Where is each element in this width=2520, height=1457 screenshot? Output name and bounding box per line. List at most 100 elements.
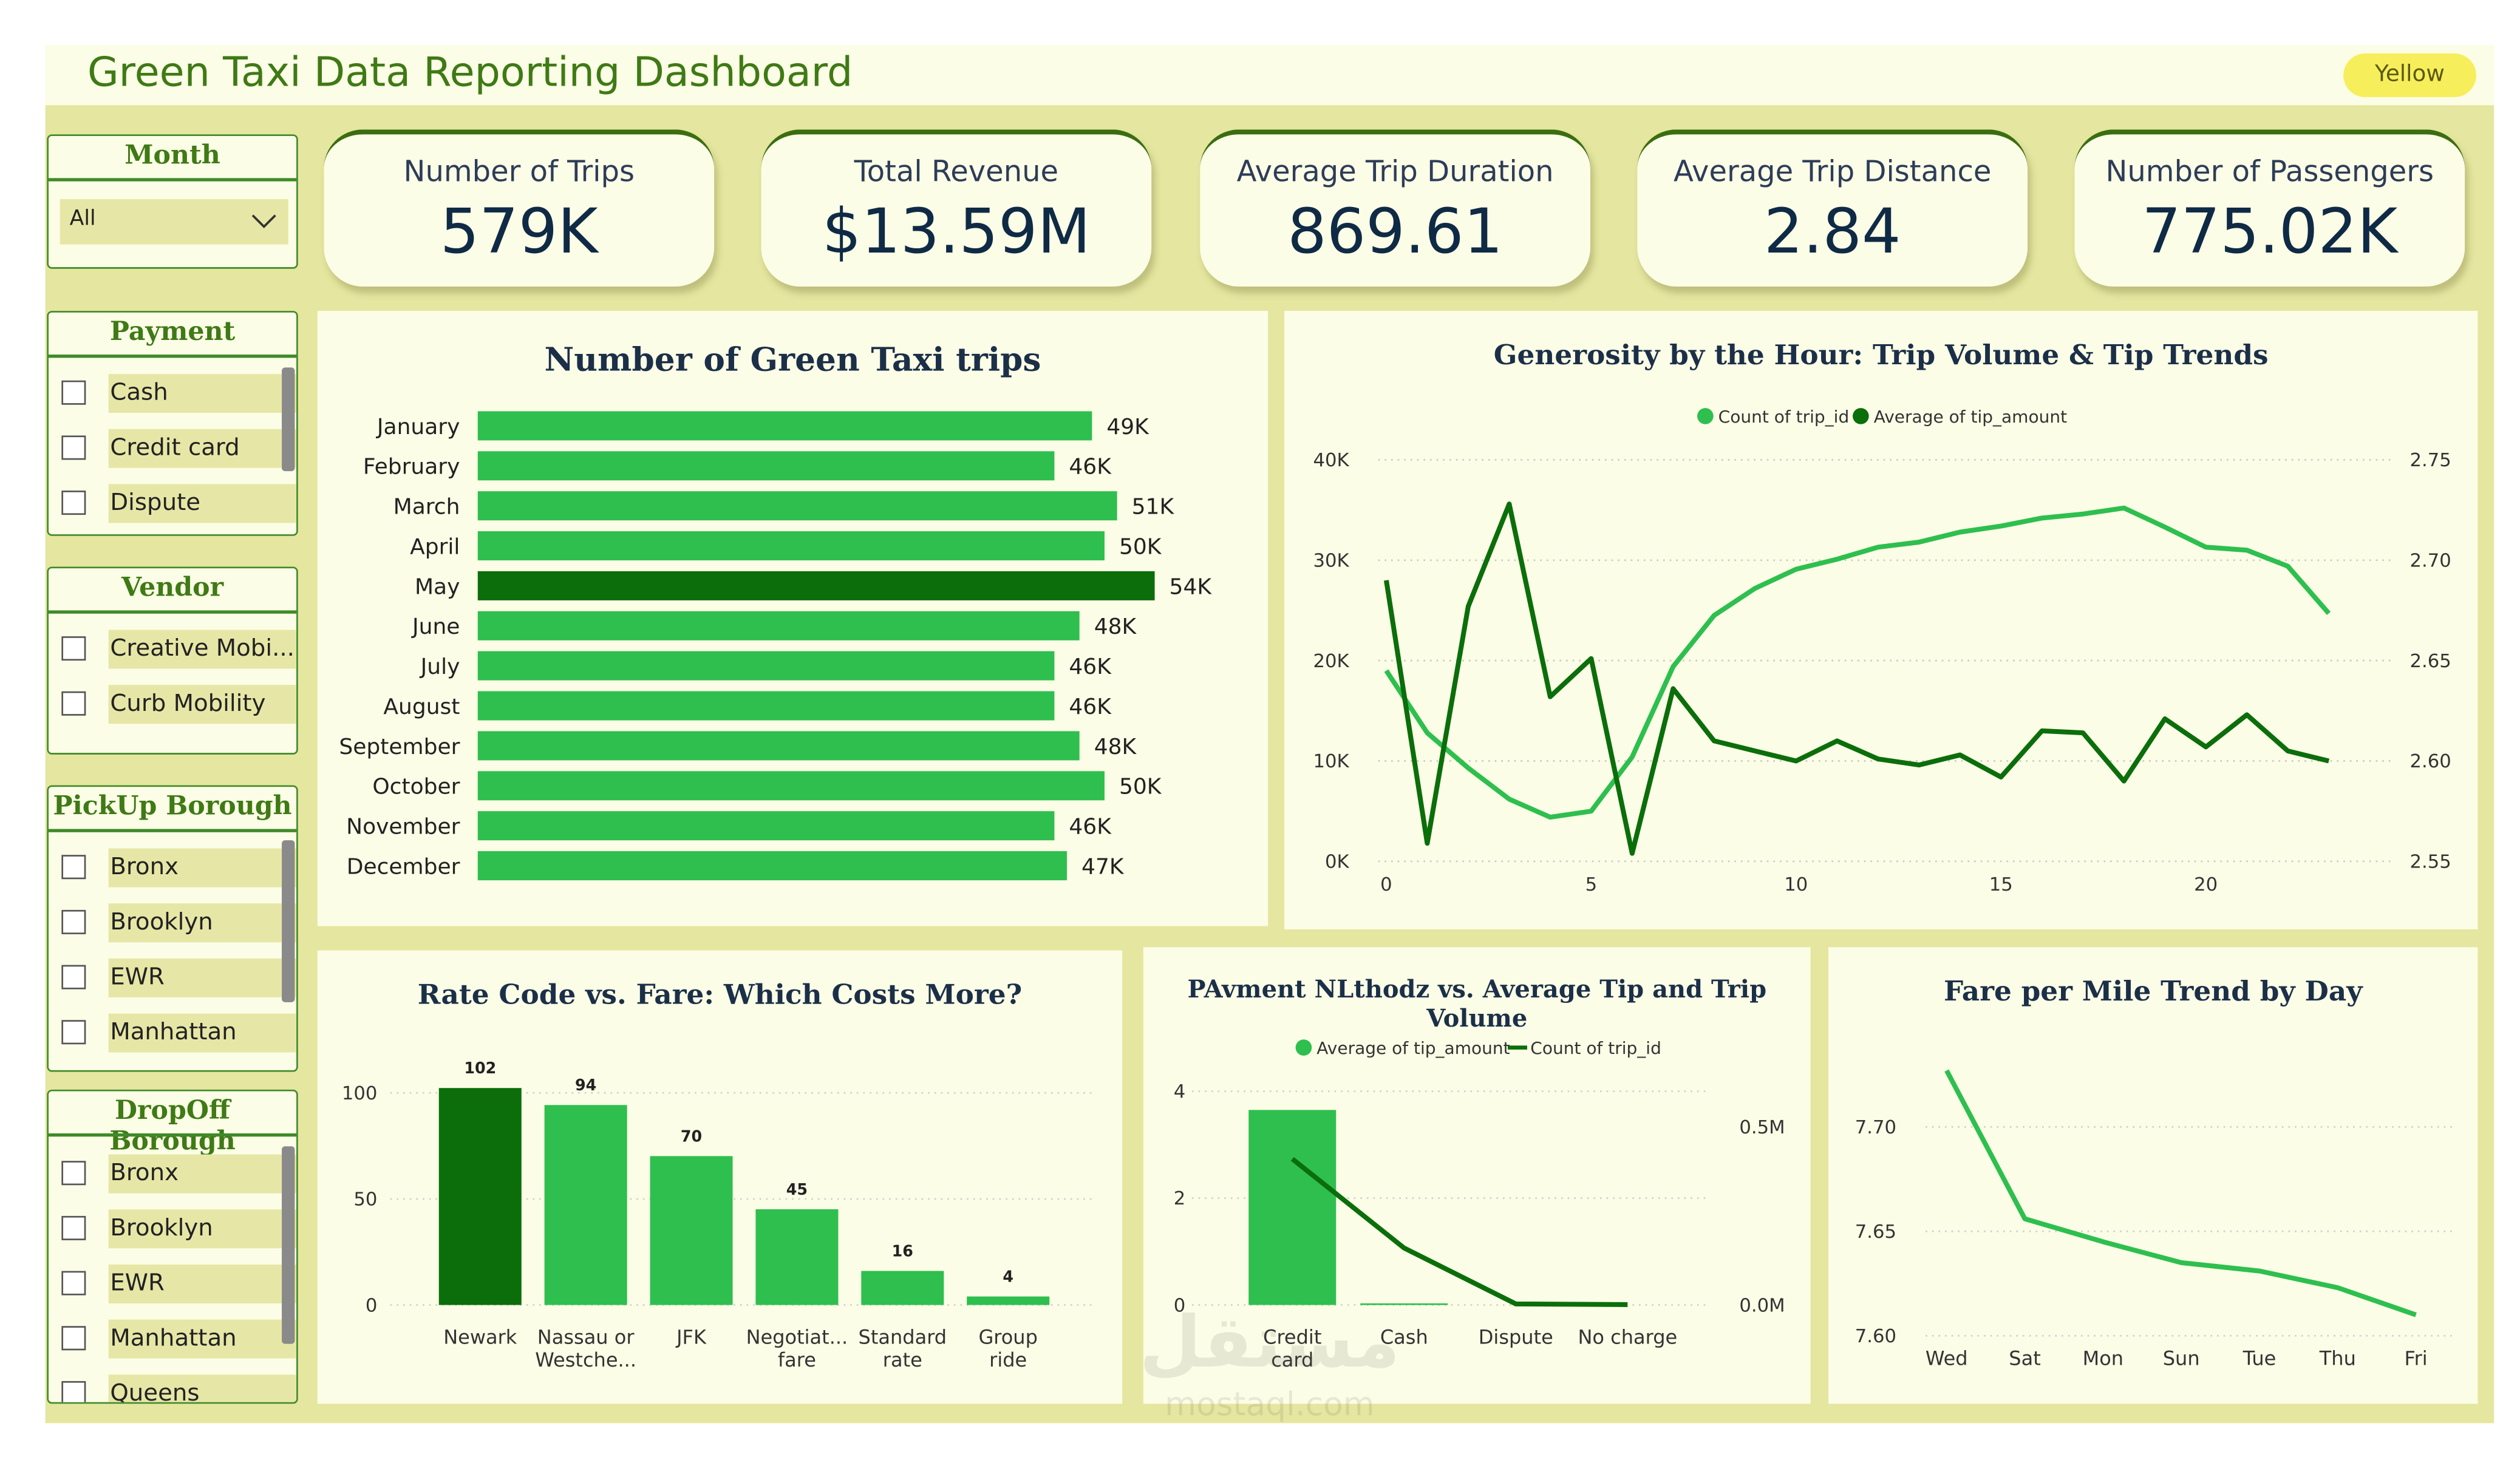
dropoff-option-label: Manhattan xyxy=(108,1319,297,1359)
bar-value-label: 45 xyxy=(786,1180,808,1198)
dropoff-option-brooklyn[interactable]: Brooklyn xyxy=(61,1209,297,1249)
pickup-scrollbar[interactable] xyxy=(282,840,295,1002)
legend-marker-count xyxy=(1697,408,1714,424)
y-tick: 0 xyxy=(366,1295,378,1316)
checkbox[interactable] xyxy=(61,691,86,716)
pickup-option-ewr[interactable]: EWR xyxy=(61,958,297,997)
month-bar xyxy=(477,491,1117,521)
watermark-logo: مستقل mostaql.com xyxy=(1114,1303,1425,1430)
y-left-tick: 0K xyxy=(1325,852,1350,873)
checkbox[interactable] xyxy=(61,855,86,880)
month-axis-label: November xyxy=(346,815,460,840)
vendor-slicer: Vendor Creative Mobi... Curb Mobility xyxy=(47,566,298,755)
vendor-option-curb-mobility[interactable]: Curb Mobility xyxy=(61,685,297,724)
chart-title: PAvment NLthodz vs. Average Tip and Trip… xyxy=(1187,974,1767,1033)
x-axis-label: Newark xyxy=(443,1326,517,1349)
y-tick: 7.70 xyxy=(1855,1117,1896,1138)
checkbox[interactable] xyxy=(61,1326,86,1351)
x-axis-label: Standard xyxy=(859,1326,947,1349)
payment-option-credit-card[interactable]: Credit card xyxy=(61,429,297,468)
payment-option-label: Cash xyxy=(108,374,297,413)
dropoff-option-manhattan[interactable]: Manhattan xyxy=(61,1319,297,1359)
fare-per-mile-panel: Fare per Mile Trend by Day 7.60 7.65 7.70 W… xyxy=(1828,947,2478,1404)
payment-tip-chart: Average of tip_amount Count of trip_id 0 2 4… xyxy=(1174,1038,1785,1371)
payment-option-dispute[interactable]: Dispute xyxy=(61,484,297,523)
dropoff-option-bronx[interactable]: Bronx xyxy=(61,1154,297,1194)
slicer-divider xyxy=(49,610,297,613)
bar-value-label: 46K xyxy=(1069,695,1112,719)
pickup-option-brooklyn[interactable]: Brooklyn xyxy=(61,903,297,943)
checkbox[interactable] xyxy=(61,435,86,460)
x-axis-label: Sat xyxy=(2009,1347,2040,1370)
dropoff-option-queens[interactable]: Queens xyxy=(61,1374,297,1402)
watermark-text: mostaql.com xyxy=(1165,1384,1375,1424)
y-tick: 7.65 xyxy=(1855,1221,1896,1243)
vendor-option-label: Creative Mobi... xyxy=(108,630,297,669)
dropoff-borough-slicer: DropOff Borough Bronx Brooklyn EWR Manha… xyxy=(47,1089,298,1404)
kpi-card-trips: Number of Trips 579K xyxy=(324,129,715,287)
ratecode-bar xyxy=(861,1271,944,1305)
checkbox[interactable] xyxy=(61,1381,86,1402)
checkbox[interactable] xyxy=(61,1271,86,1296)
checkbox[interactable] xyxy=(61,1215,86,1240)
month-axis-label: January xyxy=(376,415,460,440)
pickup-option-label: Bronx xyxy=(108,848,297,888)
checkbox[interactable] xyxy=(61,909,86,934)
vendor-option-creative-mobilities[interactable]: Creative Mobi... xyxy=(61,630,297,669)
kpi-card-passengers: Number of Passengers 775.02K xyxy=(2074,129,2465,287)
theme-toggle-button[interactable]: Yellow xyxy=(2343,53,2476,98)
month-axis-label: June xyxy=(411,614,460,639)
pickup-borough-slicer: PickUp Borough Bronx Brooklyn EWR Manhat… xyxy=(47,785,298,1072)
y-tick: 7.60 xyxy=(1855,1326,1896,1347)
slicer-divider xyxy=(49,355,297,358)
trips-by-month-panel: Number of Green Taxi trips January 49K Feb… xyxy=(317,311,1269,926)
bar-value-label: 48K xyxy=(1094,735,1137,759)
dropoff-slicer-title: DropOff Borough xyxy=(109,1094,236,1156)
bar-value-label: 47K xyxy=(1081,854,1125,879)
series-line-avg-tip xyxy=(1383,501,2330,856)
bar-value-label: 16 xyxy=(892,1242,913,1260)
x-axis-label: Negotiat... xyxy=(746,1326,848,1349)
payment-option-label: Dispute xyxy=(108,484,297,523)
payment-scrollbar[interactable] xyxy=(282,367,295,472)
checkbox[interactable] xyxy=(61,380,86,405)
series-line-trip-count xyxy=(1290,1156,1628,1308)
bar-value-label: 46K xyxy=(1069,815,1112,840)
checkbox[interactable] xyxy=(61,491,86,515)
y-right-tick: 2.55 xyxy=(2409,852,2451,873)
vendor-option-label: Curb Mobility xyxy=(108,685,297,724)
x-axis-label: Cash xyxy=(1380,1326,1428,1349)
dropoff-option-label: EWR xyxy=(108,1264,297,1303)
legend-label: Count of trip_id xyxy=(1718,407,1850,427)
checkbox[interactable] xyxy=(61,636,86,661)
ratecode-fare-panel: Rate Code vs. Fare: Which Costs More? 0 5… xyxy=(317,950,1123,1404)
x-axis-label: rate xyxy=(883,1348,922,1371)
month-bar xyxy=(477,651,1055,681)
ratecode-bar xyxy=(544,1105,627,1305)
bar-value-label: 94 xyxy=(575,1076,596,1094)
slicer-divider xyxy=(49,178,297,181)
checkbox[interactable] xyxy=(61,1020,86,1045)
month-bar xyxy=(477,611,1080,640)
kpi-value: $13.59M xyxy=(822,195,1091,268)
dropoff-scrollbar[interactable] xyxy=(282,1146,295,1344)
kpi-value: 579K xyxy=(440,195,598,268)
bar-value-label: 54K xyxy=(1170,574,1213,599)
month-axis-label: July xyxy=(420,654,460,679)
ratecode-bar xyxy=(755,1209,839,1305)
legend-marker-tip xyxy=(1853,408,1869,424)
checkbox[interactable] xyxy=(61,965,86,990)
title-bar xyxy=(45,45,2494,106)
payment-option-cash[interactable]: Cash xyxy=(61,374,297,413)
trips-by-month-chart: January 49K February 46K March 51K April 50K May… xyxy=(339,411,1213,881)
dropoff-option-ewr[interactable]: EWR xyxy=(61,1264,297,1303)
month-bar xyxy=(477,851,1068,881)
month-dropdown[interactable]: All xyxy=(60,199,288,245)
pickup-option-bronx[interactable]: Bronx xyxy=(61,848,297,888)
checkbox[interactable] xyxy=(61,1161,86,1186)
payment-slicer: Payment Cash Credit card Dispute xyxy=(47,311,298,536)
month-slicer: Month All xyxy=(47,134,298,269)
month-bar xyxy=(477,571,1155,600)
pickup-option-manhattan[interactable]: Manhattan xyxy=(61,1013,297,1053)
y-left-tick: 40K xyxy=(1313,450,1349,471)
